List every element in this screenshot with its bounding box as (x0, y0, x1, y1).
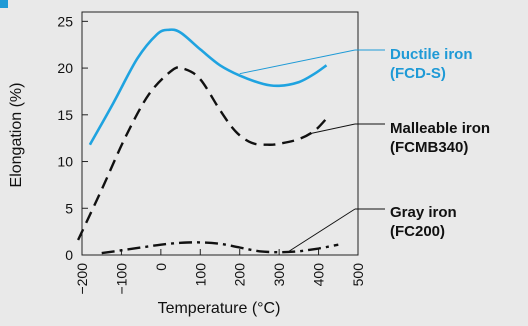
y-tick-label: 25 (57, 13, 73, 29)
x-tick-label: 100 (192, 263, 208, 287)
leader-lines (239, 49, 385, 252)
malleable-iron-label: Malleable iron (FCMB340) (390, 120, 490, 156)
gray-iron-leader-line (288, 208, 356, 252)
y-tick-label: 5 (65, 200, 73, 216)
x-axis-ticks: −200 −100 0 100 200 300 400 500 (74, 249, 366, 295)
y-axis-ticks: 0 5 10 15 20 25 (57, 13, 88, 263)
gray-iron-sub: (FC200) (390, 223, 445, 240)
gray-iron-name: Gray iron (390, 204, 457, 221)
plot-frame (81, 11, 359, 256)
malleable-iron-curve (77, 66, 328, 241)
series-lines (77, 28, 339, 255)
x-tick-label: 200 (232, 263, 248, 287)
ductile-iron-curve (88, 28, 328, 146)
ductile-iron-leader-line (239, 49, 356, 75)
gray-iron-label: Gray iron (FC200) (390, 204, 457, 240)
x-tick-label: −200 (74, 263, 90, 295)
x-axis-label: Temperature (°C) (158, 300, 281, 317)
y-tick-label: 15 (57, 107, 73, 123)
corner-accent (0, 0, 8, 8)
x-tick-label: 500 (350, 263, 366, 287)
x-tick-label: 300 (271, 263, 287, 287)
y-axis-label: Elongation (%) (8, 83, 25, 188)
x-tick-label: 400 (311, 263, 327, 287)
y-tick-label: 10 (57, 154, 73, 170)
x-tick-label: −100 (113, 263, 129, 295)
y-tick-label: 20 (57, 60, 73, 76)
ductile-iron-sub: (FCD-S) (390, 65, 446, 82)
malleable-iron-sub: (FCMB340) (390, 139, 468, 156)
malleable-iron-name: Malleable iron (390, 120, 490, 137)
x-tick-label: 0 (153, 263, 169, 271)
y-tick-label: 0 (65, 247, 73, 263)
malleable-iron-leader-line (310, 123, 356, 134)
gray-iron-curve (101, 241, 339, 255)
ductile-iron-name: Ductile iron (390, 46, 473, 63)
ductile-iron-label: Ductile iron (FCD-S) (390, 46, 473, 82)
